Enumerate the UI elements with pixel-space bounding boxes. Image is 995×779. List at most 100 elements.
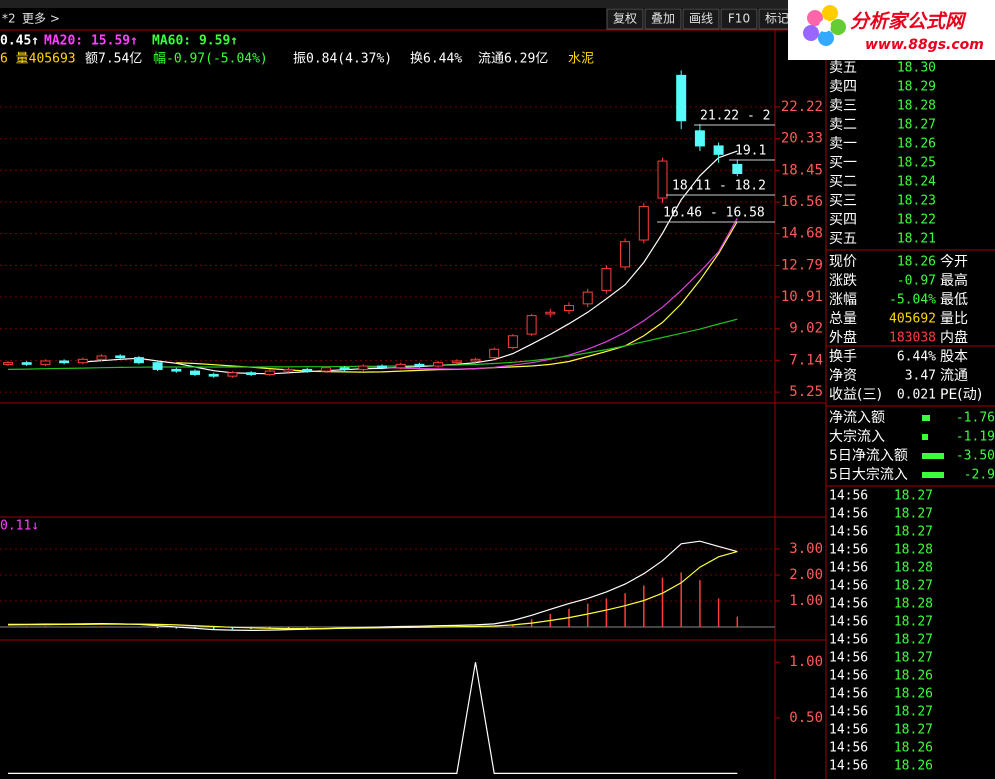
stat-text: 换6.44% [410,52,462,67]
signal-line [8,662,738,774]
candle-body [283,368,294,372]
stat-text: 振0.84(4.37%) [293,52,392,67]
candle-body [433,362,444,367]
quote-value: -0.97 [897,274,936,289]
trade-price: 18.27 [894,705,933,720]
quote-label: 涨幅 [829,292,857,308]
trade-price: 18.27 [894,723,933,738]
order-price: 18.25 [897,156,936,171]
order-price: 18.24 [897,175,936,190]
candle-body [545,311,556,315]
flow-label: 5日净流入额 [829,448,908,464]
quote-value: 405692 [889,312,936,327]
trade-price: 18.27 [894,525,933,540]
y-tick-label: 14.68 [781,226,823,242]
candle-body [676,74,687,122]
candle-body [339,367,350,370]
order-price: 18.27 [897,118,936,133]
stat-text: 额7.54亿 [85,52,142,67]
macd-line [7,551,738,630]
order-label: 买二 [829,174,857,190]
toolbar-button-label[interactable]: 画线 [689,12,713,26]
trade-price: 18.27 [894,615,933,630]
order-price: 18.30 [897,61,936,76]
flow-value: -2.9 [964,468,995,483]
y-tick-label: 3.00 [789,541,823,557]
flow-bar [922,453,944,459]
trade-time: 14:56 [829,669,868,684]
trade-time: 14:56 [829,561,868,576]
candle-body [414,363,425,367]
trade-time: 14:56 [829,633,868,648]
candle-body [564,305,574,312]
order-price: 18.23 [897,194,936,209]
price-annotation: 18.11 - 18.2 [672,179,766,194]
y-tick-label: 9.02 [789,321,823,337]
more-button[interactable]: 更多 > [22,12,60,26]
candle-body [133,357,144,364]
candle-body [451,360,462,364]
price-annotation: 16.46 - 16.58 [663,206,765,221]
y-tick-label: 1.00 [789,654,823,670]
trade-price: 18.26 [894,669,933,684]
trade-price: 18.26 [894,759,933,774]
toolbar-button[interactable] [682,8,720,30]
trade-time: 14:56 [829,723,868,738]
y-tick-label: 1.00 [789,593,823,609]
toolbar-button-label[interactable]: F10 [728,12,750,26]
candle-body [638,205,649,241]
candle-body [620,241,631,268]
trade-price: 18.27 [894,507,933,522]
indicator-title: 0.11↓ [0,519,39,534]
toolbar-button[interactable] [720,8,758,30]
stat-text: 6 量405693 [0,52,76,67]
flow-label: 5日大宗流入 [829,467,908,483]
candle-body [377,365,387,369]
trade-time: 14:56 [829,759,868,774]
y-tick-label: 2.00 [789,567,823,583]
toolbar-button-label[interactable]: 标记 [765,12,789,26]
quote-label: 现价 [829,254,857,270]
quote-label: 内盘 [940,329,968,346]
trade-time: 14:56 [829,597,868,612]
charts: 0.45↑ MA20: 15.59↑ MA60: 9.59↑ 6 量405693 额7.… [0,34,823,774]
tab-label[interactable]: *2 [2,12,16,26]
y-tick-label: 12.79 [781,257,823,273]
toolbar-button[interactable] [644,8,682,30]
candle-body [601,268,612,291]
y-tick-label: 20.33 [781,131,823,147]
trade-time: 14:56 [829,579,868,594]
candle-body [21,362,32,365]
ma-line [82,150,738,375]
quote-value: 0.021 [897,388,936,403]
candle-body [582,291,593,305]
toolbar-button[interactable] [606,8,644,30]
candle-body [3,362,13,365]
order-label: 卖二 [829,117,857,133]
candle-body [395,363,406,369]
logo-icon [803,5,846,46]
trade-price: 18.26 [894,687,933,702]
toolbar-button-label[interactable]: 复权 [613,12,637,26]
trade-price: 18.27 [894,651,933,666]
candle-body [302,368,313,372]
flow-value: -1.76 [956,411,995,426]
ma-line [7,318,738,370]
toolbar-button-label[interactable]: 叠加 [651,12,675,26]
stat-text: 水泥 [568,52,594,67]
order-price: 18.29 [897,80,936,95]
order-label: 卖四 [829,79,857,95]
order-price: 18.26 [897,137,936,152]
quote-label: PE(动) [940,387,982,403]
candle-body [358,365,369,370]
toolbar-buttons: 复权 叠加 画线 F10 标记 [606,8,796,30]
ma-legend: 0.45↑ [0,34,39,49]
quote-label: 净资 [829,368,857,384]
y-tick-label: 22.22 [781,99,823,115]
flow-value: -1.19 [956,430,995,445]
order-label: 买五 [829,231,857,247]
stat-text: 幅-0.97(-5.04%) [153,52,268,67]
quote-value: 18.26 [897,255,936,270]
